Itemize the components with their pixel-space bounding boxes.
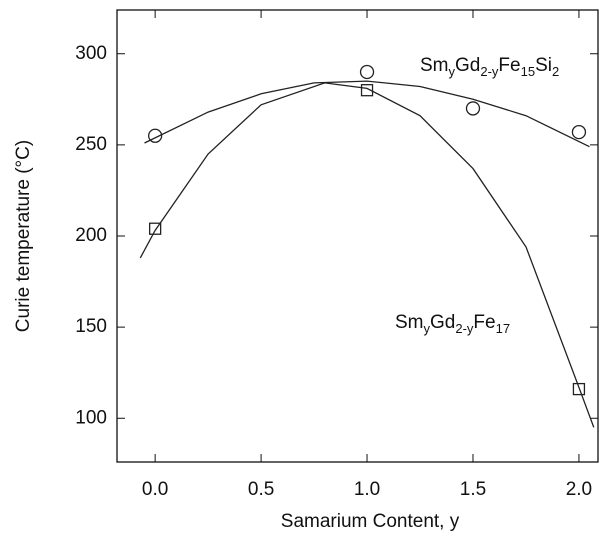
y-tick-label: 100 [75,407,107,428]
label-subscript: y [449,64,456,79]
data-point [147,128,163,143]
label-subscript: 17 [496,321,510,336]
label-text: Si [535,55,552,76]
series-label: SmyGd2-yFe15Si2 [420,55,559,79]
data-point [465,101,481,116]
label-subscript: 2-y [480,64,499,79]
y-tick-label: 200 [75,225,107,246]
data-point [360,84,374,97]
data-point [359,64,375,80]
fit-curve [144,80,590,148]
data-point [148,222,162,235]
label-subscript: 2 [552,64,559,79]
series-label: SmyGd2-yFe17 [395,312,510,336]
label-subscript: y [424,321,431,336]
x-tick-label: 1.0 [354,479,380,500]
data-point [572,382,586,396]
y-tick-label: 300 [75,43,107,64]
x-axis-title: Samarium Content, y [281,511,460,532]
y-axis-title: Curie temperature (°C) [13,140,34,332]
x-tick-label: 0.0 [142,479,168,500]
label-text: Gd [430,312,455,333]
label-text: Fe [473,312,495,333]
x-tick-label: 2.0 [566,479,592,500]
x-tick-label: 1.5 [460,479,486,500]
label-text: Sm [395,312,424,333]
label-subscript: 2-y [455,321,474,336]
fit-curve [139,82,595,428]
y-tick-label: 150 [75,316,107,337]
label-text: Sm [420,55,449,76]
label-text: Fe [498,55,520,76]
label-text: Gd [455,55,480,76]
x-tick-label: 0.5 [248,479,274,500]
label-subscript: 15 [521,64,535,79]
y-tick-label: 250 [75,134,107,155]
data-point [571,124,587,140]
